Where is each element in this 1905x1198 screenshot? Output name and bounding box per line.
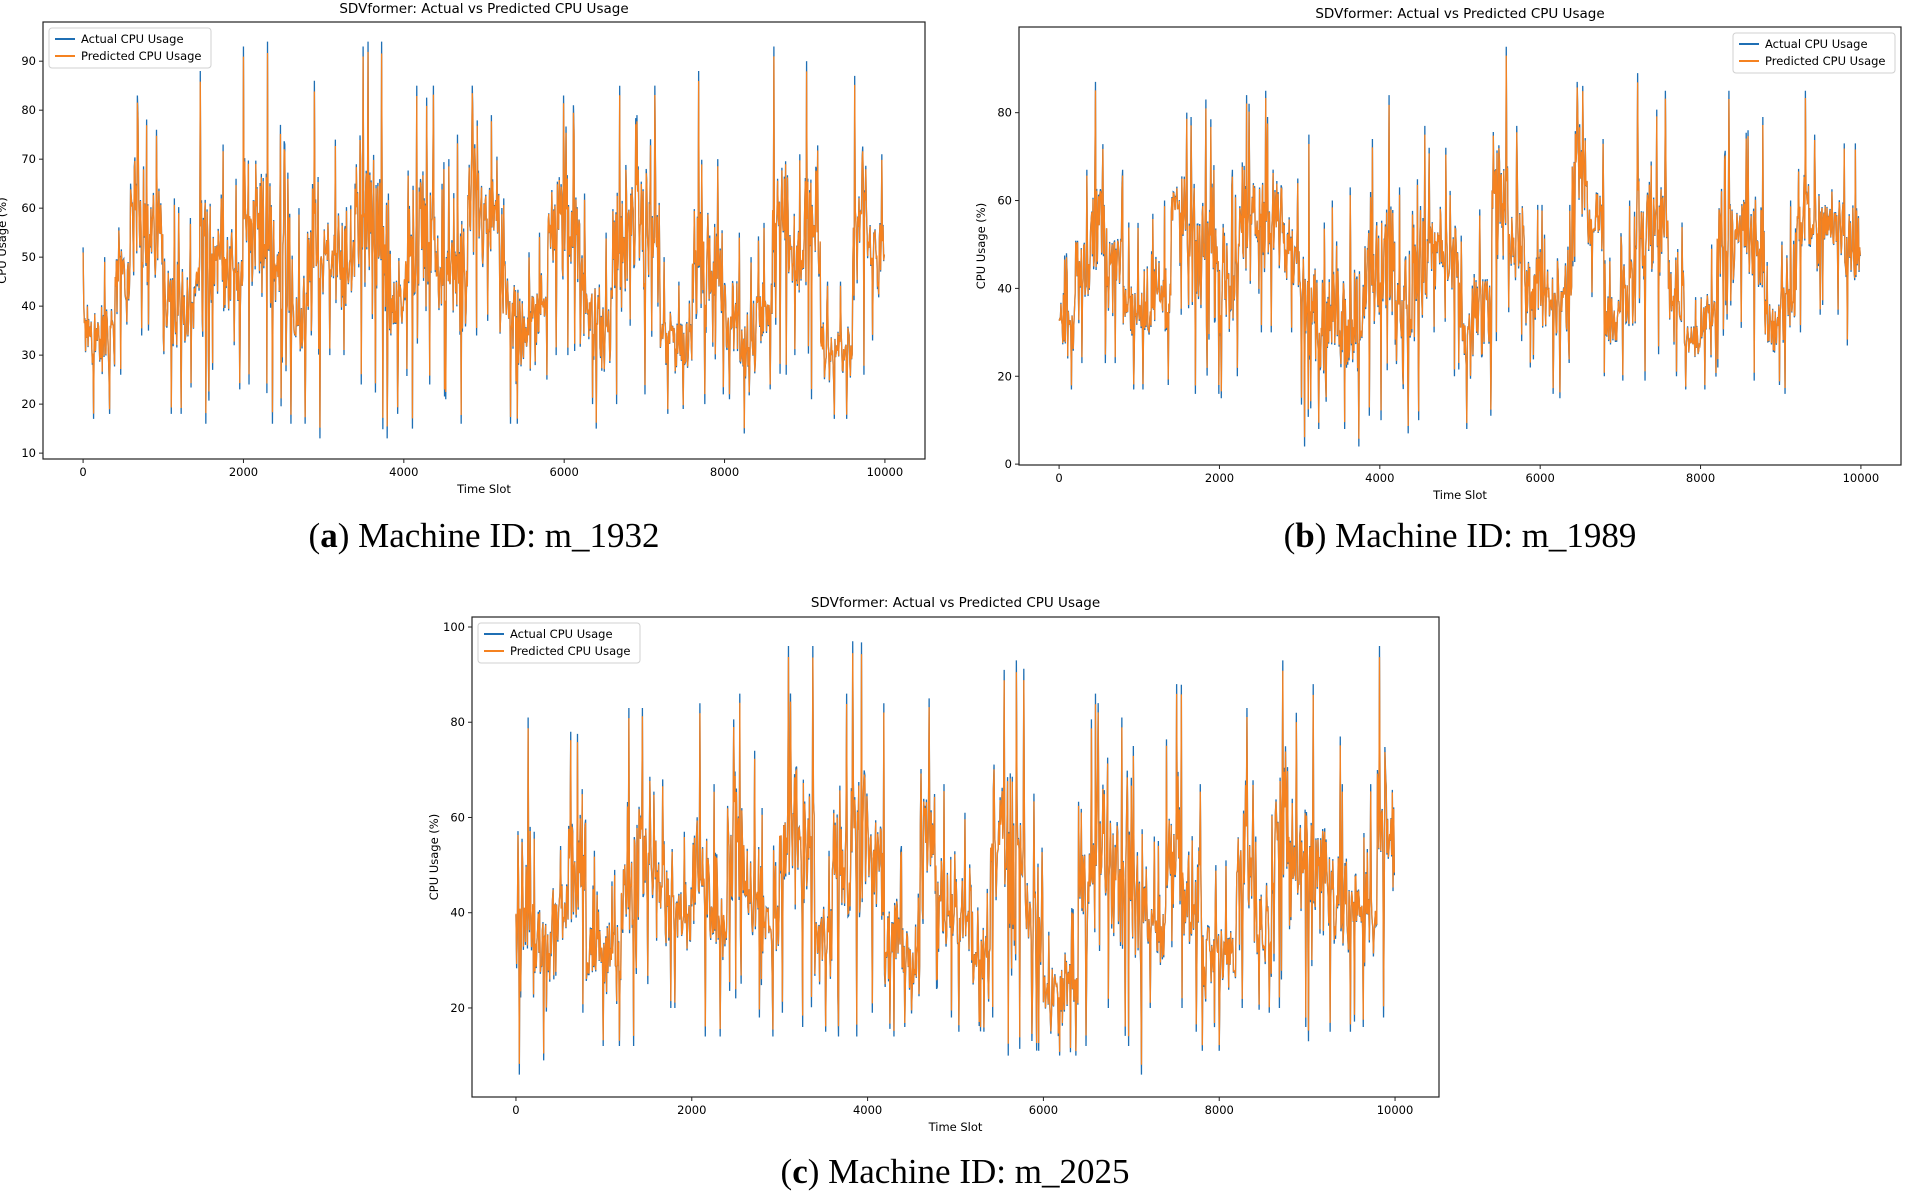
- predicted-cpu-usage-line: [82, 51, 885, 429]
- y-tick-label: 60: [997, 194, 1012, 208]
- predicted-cpu-usage-line: [515, 653, 1396, 1065]
- legend-actual-label: Actual CPU Usage: [81, 32, 184, 46]
- x-tick-label: 0: [1055, 471, 1062, 485]
- x-tick-label: 8000: [1686, 471, 1715, 485]
- chart-c: SDVformer: Actual vs Predicted CPU Usage…: [427, 595, 1440, 1134]
- y-axis-label: CPU Usage (%): [427, 814, 441, 900]
- x-tick-label: 10000: [867, 465, 904, 479]
- caption-b: (b) Machine ID: m_1989: [1283, 516, 1637, 555]
- x-tick-label: 2000: [677, 1103, 706, 1117]
- legend-actual-label: Actual CPU Usage: [1765, 37, 1868, 51]
- legend-box: [48, 27, 212, 69]
- legend-box: [477, 622, 641, 664]
- x-tick-label: 2000: [229, 465, 258, 479]
- chart-b: SDVformer: Actual vs Predicted CPU Usage…: [974, 6, 1902, 502]
- y-axis-label: CPU Usage (%): [974, 203, 988, 289]
- x-tick-label: 6000: [550, 465, 579, 479]
- chart-a: SDVformer: Actual vs Predicted CPU Usage…: [0, 1, 926, 496]
- legend: Actual CPU Usage Predicted CPU Usage: [477, 622, 641, 664]
- x-axis-label: Time Slot: [1432, 488, 1487, 502]
- legend: Actual CPU Usage Predicted CPU Usage: [1732, 32, 1896, 74]
- x-tick-label: 10000: [1377, 1103, 1414, 1117]
- y-tick-label: 60: [450, 810, 465, 824]
- y-tick-label: 20: [21, 397, 36, 411]
- caption-letter: a: [320, 516, 338, 555]
- y-tick-label: 70: [21, 152, 36, 166]
- caption-text: Machine ID: m_1932: [358, 516, 660, 555]
- legend-box: [1732, 32, 1896, 74]
- y-tick-label: 30: [21, 348, 36, 362]
- predicted-cpu-usage-line: [1058, 55, 1861, 439]
- caption-letter: b: [1295, 516, 1315, 555]
- x-axis-label: Time Slot: [928, 1120, 983, 1134]
- x-tick-label: 4000: [1365, 471, 1394, 485]
- caption-text: Machine ID: m_2025: [828, 1152, 1130, 1191]
- y-tick-label: 90: [21, 54, 36, 68]
- legend-predicted-label: Predicted CPU Usage: [510, 644, 631, 658]
- y-tick-label: 60: [21, 201, 36, 215]
- caption-text: Machine ID: m_1989: [1335, 516, 1637, 555]
- x-tick-label: 6000: [1029, 1103, 1058, 1117]
- y-tick-label: 0: [1005, 457, 1012, 471]
- y-tick-label: 80: [21, 103, 36, 117]
- x-tick-label: 0: [512, 1103, 519, 1117]
- x-tick-label: 4000: [853, 1103, 882, 1117]
- chart-title: SDVformer: Actual vs Predicted CPU Usage: [339, 1, 628, 17]
- y-tick-label: 20: [997, 369, 1012, 383]
- axes-frame: [1018, 26, 1902, 466]
- chart-title: SDVformer: Actual vs Predicted CPU Usage: [1315, 6, 1604, 22]
- y-tick-label: 20: [450, 1001, 465, 1015]
- y-tick-label: 80: [450, 715, 465, 729]
- x-tick-label: 10000: [1843, 471, 1880, 485]
- chart-title: SDVformer: Actual vs Predicted CPU Usage: [811, 595, 1100, 611]
- x-tick-label: 2000: [1205, 471, 1234, 485]
- x-tick-label: 0: [79, 465, 86, 479]
- y-tick-label: 40: [21, 299, 36, 313]
- caption-letter: c: [792, 1152, 808, 1191]
- x-tick-label: 4000: [389, 465, 418, 479]
- y-tick-label: 100: [443, 620, 465, 634]
- y-tick-label: 10: [21, 446, 36, 460]
- legend: Actual CPU Usage Predicted CPU Usage: [48, 27, 212, 69]
- legend-actual-label: Actual CPU Usage: [510, 627, 613, 641]
- y-tick-label: 80: [997, 106, 1012, 120]
- y-axis-label: CPU Usage (%): [0, 197, 9, 283]
- legend-predicted-label: Predicted CPU Usage: [81, 49, 202, 63]
- y-tick-label: 40: [450, 906, 465, 920]
- x-axis-label: Time Slot: [456, 482, 511, 496]
- x-tick-label: 8000: [710, 465, 739, 479]
- x-tick-label: 6000: [1526, 471, 1555, 485]
- axes-frame: [42, 21, 926, 460]
- y-tick-label: 50: [21, 250, 36, 264]
- caption-a: (a) Machine ID: m_1932: [308, 516, 660, 555]
- legend-predicted-label: Predicted CPU Usage: [1765, 54, 1886, 68]
- axes-frame: [471, 616, 1440, 1098]
- x-tick-label: 8000: [1205, 1103, 1234, 1117]
- y-tick-label: 40: [997, 281, 1012, 295]
- caption-c: (c) Machine ID: m_2025: [780, 1152, 1130, 1191]
